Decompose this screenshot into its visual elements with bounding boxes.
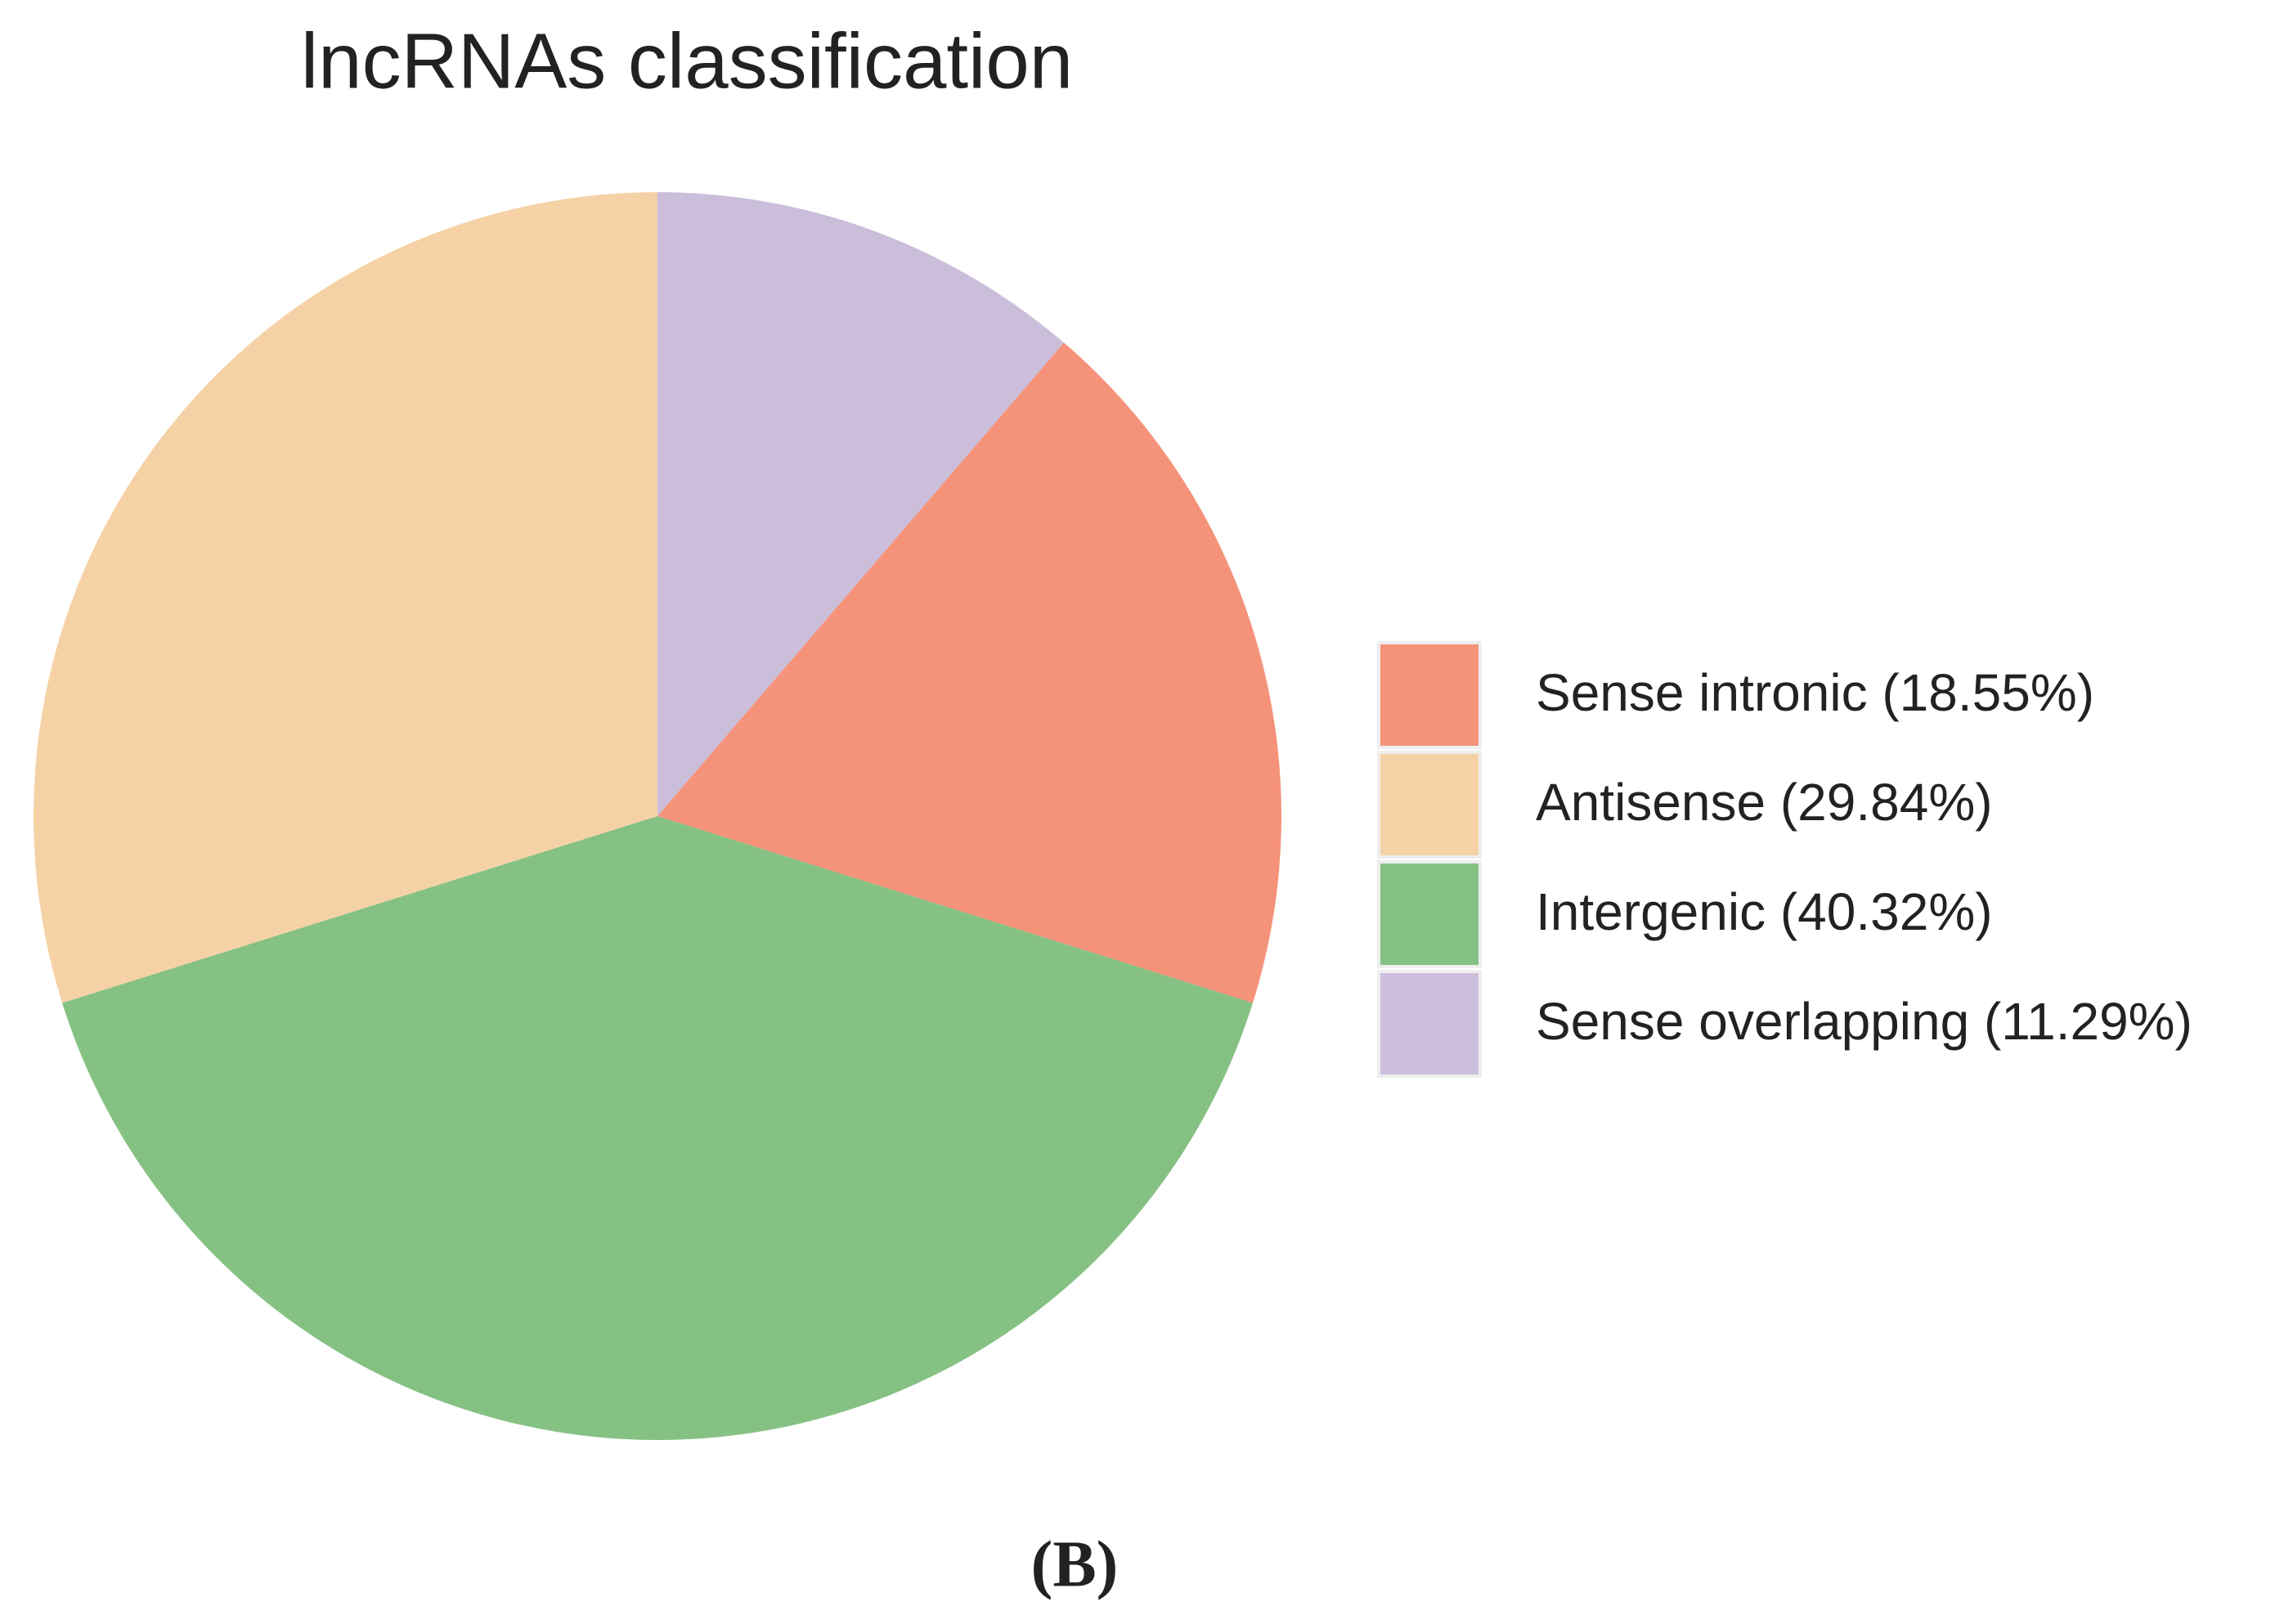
legend-swatch: [1377, 641, 1482, 749]
caption: (B): [1031, 1528, 1119, 1600]
pie-slice: [62, 816, 1253, 1441]
pie-slice: [657, 343, 1282, 1003]
legend-swatch: [1377, 751, 1482, 859]
pie-slice: [33, 192, 658, 1003]
legend-label: Sense intronic (18.55%): [1536, 663, 2094, 722]
pie-slice: [657, 192, 1064, 816]
legend-label: Sense overlapping (11.29%): [1536, 992, 2192, 1051]
legend-label: Intergenic (40.32%): [1536, 882, 1993, 941]
legend-swatch: [1377, 970, 1482, 1078]
chart-title: lncRNAs classification: [301, 17, 1073, 105]
legend-swatch: [1377, 860, 1482, 968]
legend-label: Antisense (29.84%): [1536, 773, 1993, 832]
